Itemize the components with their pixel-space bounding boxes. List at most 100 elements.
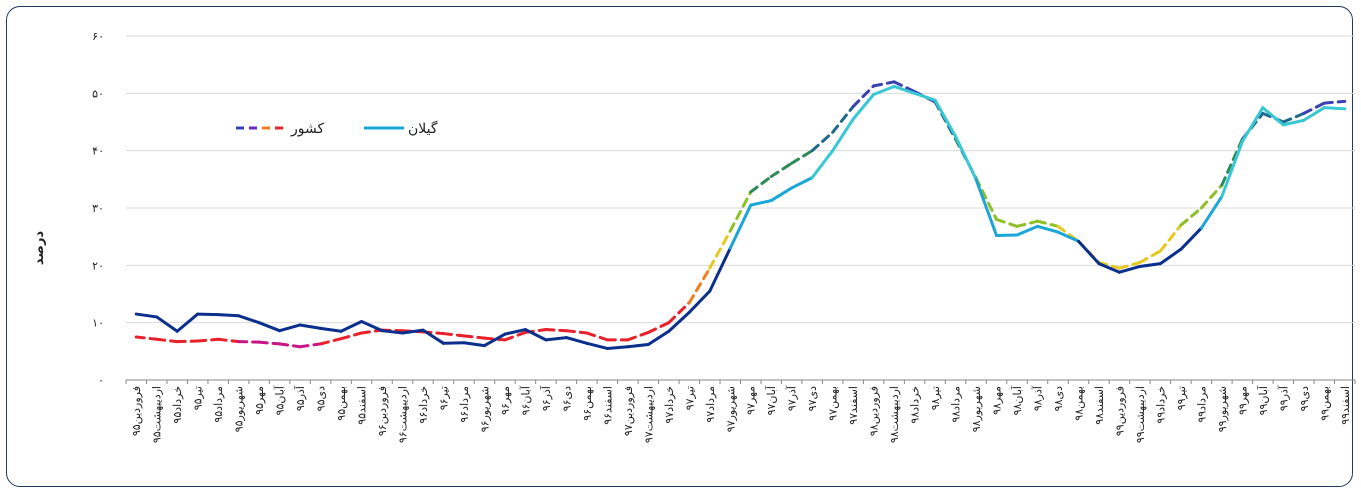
series-1-segment	[441, 341, 466, 345]
series-1-segment	[790, 176, 814, 190]
series-0-segment	[1036, 219, 1060, 228]
series-1-segment	[646, 329, 671, 346]
x-tick-label: خرداد۹۸	[909, 386, 922, 424]
series-1-segment	[482, 332, 507, 348]
x-tick-label: فروردین۹۶	[376, 386, 389, 436]
y-tick-label: ۲۰	[92, 259, 104, 272]
x-tick-label: فروردین۹۷	[622, 386, 635, 436]
x-tick-label: مهر۹۸	[991, 386, 1004, 415]
series-0-segment	[237, 340, 261, 344]
series-1-segment	[196, 312, 220, 317]
y-tick-label: ۱۰	[92, 317, 104, 330]
x-tick-label: بهمن۹۷	[827, 386, 840, 421]
x-tick-label: بهمن۹۹	[1318, 386, 1331, 421]
series-1-segment	[626, 342, 650, 349]
legend: گیلان کشور	[236, 120, 438, 137]
x-tick-label: آبان۹۵	[273, 385, 287, 415]
series-0-segment	[339, 331, 364, 341]
series-1-segment	[954, 134, 978, 181]
series-0-segment	[1281, 111, 1306, 124]
series-1-segment	[1158, 247, 1183, 266]
series-0-segment	[503, 330, 527, 342]
series-0-segment	[769, 161, 794, 178]
x-tick-label: شهریور۹۵	[233, 386, 246, 432]
series-0-segment	[872, 80, 896, 88]
series-0-segment	[564, 329, 589, 335]
series-1-segment	[851, 92, 876, 121]
series-0-segment	[319, 337, 343, 346]
series-0-segment	[134, 335, 159, 341]
y-tick-label: ۶۰	[92, 30, 104, 43]
series-1-segment	[892, 84, 917, 95]
grid-lines	[126, 35, 1355, 324]
series-1-segment	[872, 84, 896, 96]
series-1-segment	[1179, 226, 1203, 251]
x-axis-ticks: فروردین۹۵ اردیبهشت۹۵ خرداد۹۵ تیر۹۵ مرداد۹۵ شه…	[130, 385, 1352, 443]
x-tick-label: مرداد۹۷	[704, 386, 717, 423]
x-tick-label: اردیبهشت۹۵	[151, 386, 164, 443]
x-tick-label: آذر۹۷	[785, 385, 799, 411]
x-tick-label: دی۹۷	[806, 386, 819, 411]
series-0-segment	[462, 334, 486, 340]
x-tick-label: تیر۹۹	[1175, 386, 1188, 410]
x-tick-label: اردیبهشت۹۷	[642, 386, 655, 443]
series-0-segment	[1179, 206, 1203, 227]
series-1-segment	[564, 336, 589, 345]
x-tick-label: شهریور۹۷	[724, 386, 737, 432]
x-tick-label: تیر۹۷	[683, 386, 696, 410]
x-tick-label: خرداد۹۷	[663, 386, 676, 424]
series-1-segment	[1302, 106, 1326, 122]
x-tick-label: بهمن۹۵	[335, 386, 348, 421]
series-0-segment	[1138, 249, 1162, 264]
x-tick-label: مرداد۹۹	[1195, 386, 1208, 423]
series-1-segment	[278, 323, 302, 333]
x-tick-label: مهر۹۹	[1236, 386, 1249, 415]
series-layer	[134, 80, 1347, 350]
x-tick-label: مرداد۹۸	[950, 386, 963, 423]
series-1-segment	[1015, 224, 1040, 237]
series-1-segment	[1036, 224, 1060, 234]
x-tick-label: خرداد۹۶	[417, 386, 430, 424]
series-0-segment	[810, 130, 835, 153]
series-1-segment	[155, 315, 179, 333]
x-tick-label: آذر۹۵	[293, 385, 307, 411]
series-1-segment	[257, 321, 282, 333]
series-0-segment	[1199, 183, 1224, 210]
series-1-segment	[995, 233, 1019, 238]
series-1-segment	[749, 199, 773, 207]
series-0-segment	[216, 337, 241, 344]
x-tick-label: تیر۹۶	[437, 386, 450, 410]
series-0-segment	[175, 339, 200, 344]
series-1-segment	[401, 328, 425, 335]
series-1-segment	[237, 314, 261, 325]
series-0-segment	[298, 342, 323, 349]
series-1-segment	[339, 320, 364, 333]
legend-item-series-0: کشور	[236, 121, 324, 137]
series-1-segment	[1138, 262, 1162, 268]
x-tick-label: فروردین۹۹	[1113, 386, 1126, 436]
x-tick-label: آذر۹۶	[539, 385, 553, 411]
series-1-segment	[728, 203, 753, 250]
series-1-segment	[605, 345, 630, 350]
series-1-segment	[974, 177, 999, 238]
x-tick-label: اسفند۹۸	[1093, 386, 1106, 425]
x-tick-label: بهمن۹۶	[581, 386, 594, 421]
series-0-segment	[728, 190, 753, 233]
y-axis-ticks: ۰ ۱۰ ۲۰ ۳۰ ۴۰ ۵۰ ۶۰	[92, 30, 104, 387]
series-0-segment	[155, 337, 179, 344]
series-1-segment	[544, 336, 568, 342]
x-tick-label: مرداد۹۶	[458, 386, 471, 423]
x-tick-label: اسفند۹۶	[601, 386, 614, 425]
series-0-segment	[482, 336, 507, 342]
series-1-segment	[1322, 106, 1347, 111]
series-1-segment	[1076, 239, 1101, 266]
series-0-segment	[687, 266, 712, 305]
series-1-segment	[708, 246, 732, 293]
series-1-segment	[462, 341, 486, 348]
x-tick-label: دی۹۵	[315, 386, 328, 411]
x-tick-label: شهریور۹۶	[478, 386, 491, 432]
series-1-segment	[933, 98, 958, 138]
series-1-segment	[1240, 106, 1265, 143]
series-0-segment	[667, 301, 691, 325]
x-tick-label: دی۹۹	[1298, 386, 1311, 411]
